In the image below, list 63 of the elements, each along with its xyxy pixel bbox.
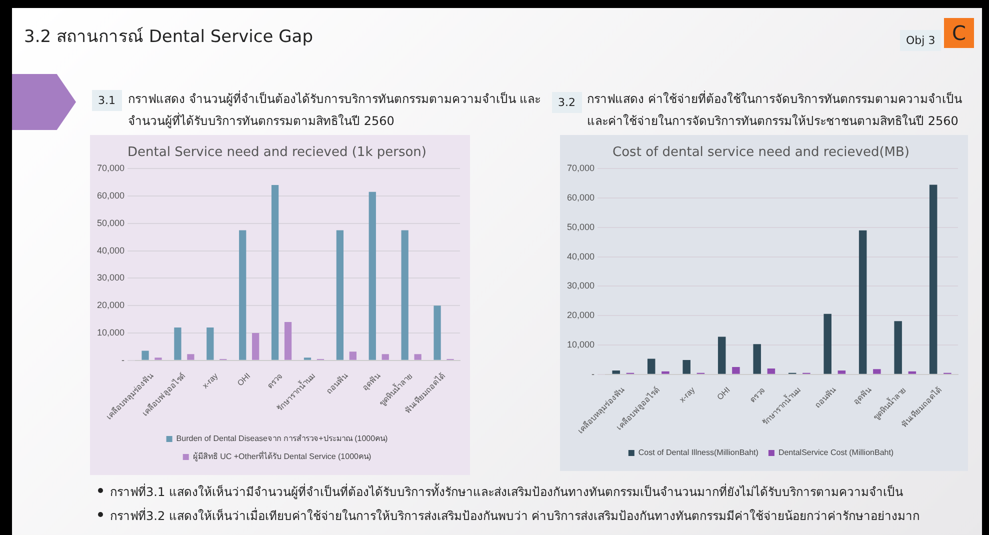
y-tick-label: - xyxy=(592,368,595,379)
bar xyxy=(908,371,916,374)
y-tick-label: 50,000 xyxy=(96,218,125,228)
y-tick-label: 40,000 xyxy=(96,245,125,256)
bar xyxy=(753,344,761,374)
bar xyxy=(401,230,408,360)
legend-label: ผู้มีสิทธิ UC +Otherที่ได้รับ Dental Service (1000คน) xyxy=(192,450,372,462)
bar xyxy=(206,327,214,360)
bar xyxy=(732,367,740,374)
bar xyxy=(824,314,832,374)
y-tick-label: 10,000 xyxy=(96,327,125,338)
bar xyxy=(612,370,620,374)
legend-label: DentalService Cost (MillionBaht) xyxy=(778,448,894,458)
y-tick-label: 50,000 xyxy=(566,222,595,232)
y-tick-label: 30,000 xyxy=(566,280,595,291)
bar xyxy=(434,306,441,360)
bar xyxy=(142,350,149,360)
bar xyxy=(284,322,292,360)
bar xyxy=(239,230,246,360)
bar xyxy=(382,354,389,360)
bar xyxy=(662,371,670,374)
y-tick-label: 20,000 xyxy=(566,310,595,320)
text: กราฟแสดง ค่าใช้จ่ายที่ต้องใช้ในการจัดบริการทันตกรรมตามความจำเป็นและค่าใช้จ่ายในการจัดบริการทันตกรรมให้ประชาชนตามสิทธิในปี 2560 xyxy=(587,90,963,130)
bar xyxy=(858,230,867,374)
legend-label: Cost of Dental Illness(MillionBaht) xyxy=(638,448,759,458)
bar xyxy=(767,368,776,374)
y-tick-label: 70,000 xyxy=(96,163,125,174)
bar xyxy=(929,184,938,374)
bar xyxy=(271,185,279,360)
y-tick-label: 60,000 xyxy=(96,190,125,200)
text: กราฟที่3.1 แสดงให้เห็นว่ามีจำนวนผู้ที่จำเป็นที่ต้องได้รับบริการทั้งรักษาและส่งเสริมป้องกันทางทันตกรรมเป็นจำนวนมากที่ยังไม่ได้รับบริการตามความจำเป็น xyxy=(110,482,904,501)
bar xyxy=(873,369,881,374)
text: 3.2 xyxy=(552,92,582,113)
text: Obj 3 xyxy=(900,30,942,51)
text: กราฟที่3.2 แสดงให้เห็นว่าเมื่อเทียบค่าใช้จ่ายในการให้บริการส่งเสริมป้องกันพบว่า ค่าบริการส่งเสริมป้องกันทางทันตกรรมมีค่าใช้จ่ายน้อยกว่าค่ารักษาอย่างมาก xyxy=(110,506,921,525)
bar xyxy=(187,354,194,360)
y-tick-label: 70,000 xyxy=(566,163,595,174)
bar xyxy=(336,230,344,360)
bar xyxy=(174,327,182,360)
y-tick-label: - xyxy=(122,354,125,365)
bar xyxy=(252,332,260,360)
y-tick-label: 20,000 xyxy=(96,300,125,310)
bar xyxy=(368,192,376,360)
text: 3.2 สถานการณ์ Dental Service Gap xyxy=(24,26,313,49)
bar xyxy=(414,354,422,360)
y-tick-label: 40,000 xyxy=(566,251,595,262)
y-tick-label: 60,000 xyxy=(566,192,595,202)
legend-label: Burden of Dental Diseaseจาก การสำรวจ+ประมาณ (1000คน) xyxy=(176,434,388,444)
bar xyxy=(682,360,690,374)
bar xyxy=(894,321,902,374)
text: 3.1 xyxy=(92,90,122,111)
y-tick-label: 10,000 xyxy=(566,339,595,350)
y-tick-label: 30,000 xyxy=(96,272,125,283)
text: กราฟแสดง จำนวนผู้ที่จำเป็นต้องได้รับการบริการทันตกรรมตามความจำเป็น และจำนวนผู้ที่ได้รับบริการทันตกรรมตามสิทธิในปี 2560 xyxy=(128,90,542,130)
bar xyxy=(349,352,356,360)
x-tick-label: OHI xyxy=(715,385,732,402)
x-tick-label: OHI xyxy=(236,371,252,388)
text: C xyxy=(944,18,974,48)
chart-title: Dental Service need and recieved (1k person) xyxy=(128,145,426,160)
bar xyxy=(838,370,846,374)
bar xyxy=(647,358,656,374)
chart-title: Cost of dental service need and recieved(MB) xyxy=(612,145,910,160)
bar xyxy=(718,336,726,374)
